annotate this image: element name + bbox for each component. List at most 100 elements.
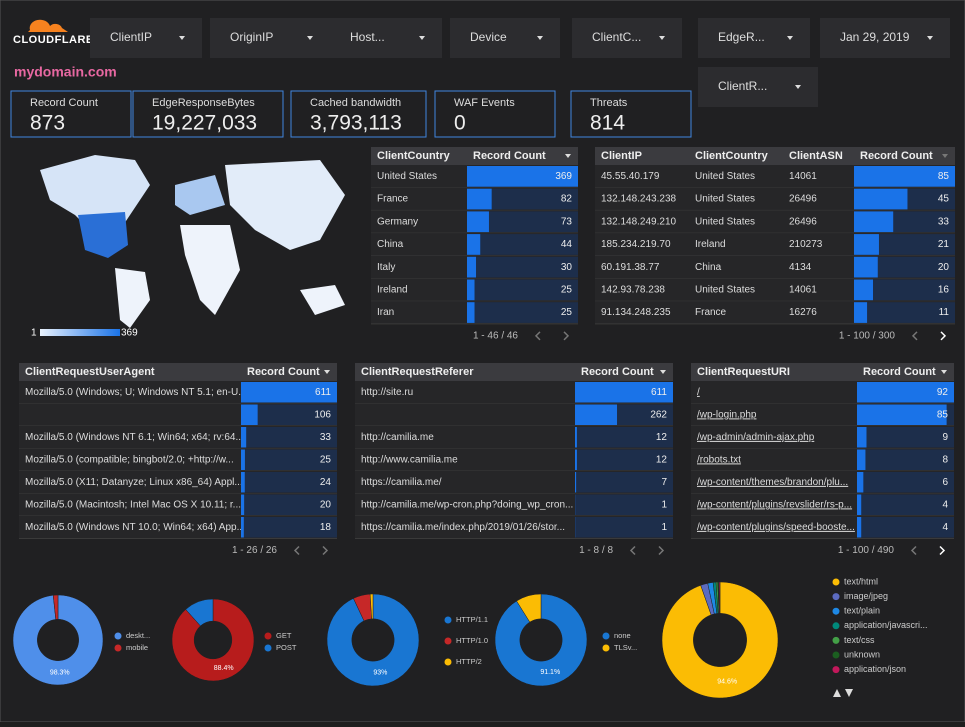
column-header[interactable]: Record Count	[581, 366, 654, 378]
cell-bar	[241, 427, 246, 448]
cell-background	[857, 427, 954, 448]
cell-text: France	[695, 307, 727, 318]
cell-value: 6	[942, 477, 948, 488]
cell-background	[857, 450, 954, 471]
cell-text: 60.191.38.77	[601, 262, 660, 273]
column-header[interactable]: Record Count	[473, 150, 546, 162]
cell-bar	[241, 450, 245, 471]
legend-dot	[445, 659, 452, 666]
cell-value: 106	[314, 409, 331, 420]
cell-value: 11	[939, 307, 950, 318]
cell-value: 18	[320, 522, 332, 533]
cell-text: 4134	[789, 262, 812, 273]
legend-dot	[265, 633, 272, 640]
cell-text: France	[377, 194, 409, 205]
cell-value: 85	[937, 409, 949, 420]
legend-label: HTTP/2	[456, 657, 482, 666]
cell-text: 132.148.249.210	[601, 216, 677, 227]
cell-bar	[575, 472, 576, 493]
uri-link[interactable]: /wp-content/plugins/speed-booste...	[697, 522, 855, 533]
cell-text: Mozilla/5.0 (Windows; U; Windows NT 5.1;…	[25, 387, 247, 398]
column-header[interactable]: ClientASN	[789, 150, 843, 162]
cell-text: Iran	[377, 307, 394, 318]
legend-dot	[445, 617, 452, 624]
cell-bar	[467, 189, 492, 210]
filter-label[interactable]: ClientIP	[110, 30, 152, 44]
cell-text: Germany	[377, 216, 418, 227]
legend-label: application/json	[844, 664, 906, 674]
column-header[interactable]: ClientRequestUserAgent	[25, 366, 155, 378]
cell-value: 20	[320, 499, 332, 510]
cell-bar	[857, 427, 866, 448]
legend-label: text/css	[844, 635, 875, 645]
legend-dot	[115, 645, 122, 652]
cell-text: 45.55.40.179	[601, 171, 660, 182]
column-header[interactable]: Record Count	[863, 366, 936, 378]
legend-label: none	[614, 631, 631, 640]
cell-bar	[467, 234, 480, 255]
scorecard-value: 19,227,033	[152, 112, 257, 135]
legend-dot	[115, 633, 122, 640]
uri-link[interactable]: /robots.txt	[697, 454, 741, 465]
map-legend-gradient	[40, 329, 120, 336]
cell-text: 14061	[789, 284, 817, 295]
cell-text: Mozilla/5.0 (Macintosh; Intel Mac OS X 1…	[25, 499, 241, 510]
pagination: 1 - 26 / 26	[232, 545, 277, 556]
column-header[interactable]: ClientRequestReferer	[361, 366, 474, 378]
legend-label: unknown	[844, 649, 880, 659]
column-header[interactable]: Record Count	[860, 150, 933, 162]
cell-background	[857, 472, 954, 493]
filter-label[interactable]: Device	[470, 30, 507, 44]
uri-link[interactable]: /wp-content/themes/brandon/plu...	[697, 477, 848, 488]
cell-value: 92	[937, 387, 949, 398]
slice-label: 91.1%	[540, 669, 560, 676]
legend-label: HTTP/1.0	[456, 636, 488, 645]
cell-text: China	[695, 262, 722, 273]
filter-label[interactable]: Jan 29, 2019	[840, 30, 910, 44]
uri-link[interactable]: /wp-login.php	[697, 409, 757, 420]
filter-label[interactable]: OriginIP	[230, 30, 273, 44]
column-header[interactable]: ClientCountry	[695, 150, 769, 162]
column-header[interactable]: ClientRequestURI	[697, 366, 790, 378]
cell-value: 85	[938, 171, 950, 182]
cell-value: 16	[938, 284, 950, 295]
cell-value: 7	[661, 477, 667, 488]
filter-label[interactable]: ClientC...	[592, 30, 641, 44]
cell-text: 210273	[789, 239, 823, 250]
cell-value: 12	[656, 454, 668, 465]
cell-bar	[854, 280, 873, 301]
cell-value: 12	[656, 432, 668, 443]
filter-label[interactable]: Host...	[350, 30, 385, 44]
column-header[interactable]: ClientCountry	[377, 150, 451, 162]
cell-bar	[467, 302, 475, 323]
uri-link[interactable]: /wp-admin/admin-ajax.php	[697, 432, 815, 443]
legend-dot	[833, 666, 840, 673]
legend-dot	[265, 645, 272, 652]
legend-dot	[833, 637, 840, 644]
filter-label[interactable]: EdgeR...	[718, 30, 765, 44]
cell-text: http://camilia.me	[361, 432, 434, 443]
cell-background	[857, 495, 954, 516]
cell-bar	[857, 472, 863, 493]
filter-control[interactable]	[330, 18, 442, 58]
column-header[interactable]: ClientIP	[601, 150, 642, 162]
legend-dot	[833, 652, 840, 659]
cell-bar	[575, 405, 617, 426]
cell-text: 142.93.78.238	[601, 284, 665, 295]
cell-bar	[241, 517, 244, 538]
scorecard-label: Threats	[590, 97, 628, 109]
uri-link[interactable]: /	[697, 387, 700, 398]
cell-value: 611	[651, 387, 667, 398]
legend-dot	[603, 633, 610, 640]
cell-text: United States	[377, 171, 437, 182]
cell-bar	[857, 517, 861, 538]
cell-bar	[467, 211, 489, 232]
column-header[interactable]: Record Count	[247, 366, 320, 378]
scorecard-value: 873	[30, 112, 65, 135]
legend-dot	[833, 622, 840, 629]
filter-label[interactable]: ClientR...	[718, 79, 767, 93]
uri-link[interactable]: /wp-content/plugins/revslider/rs-p...	[697, 499, 852, 510]
cell-bar	[857, 450, 865, 471]
legend-label: text/plain	[844, 606, 880, 616]
legend-label: GET	[276, 631, 292, 640]
